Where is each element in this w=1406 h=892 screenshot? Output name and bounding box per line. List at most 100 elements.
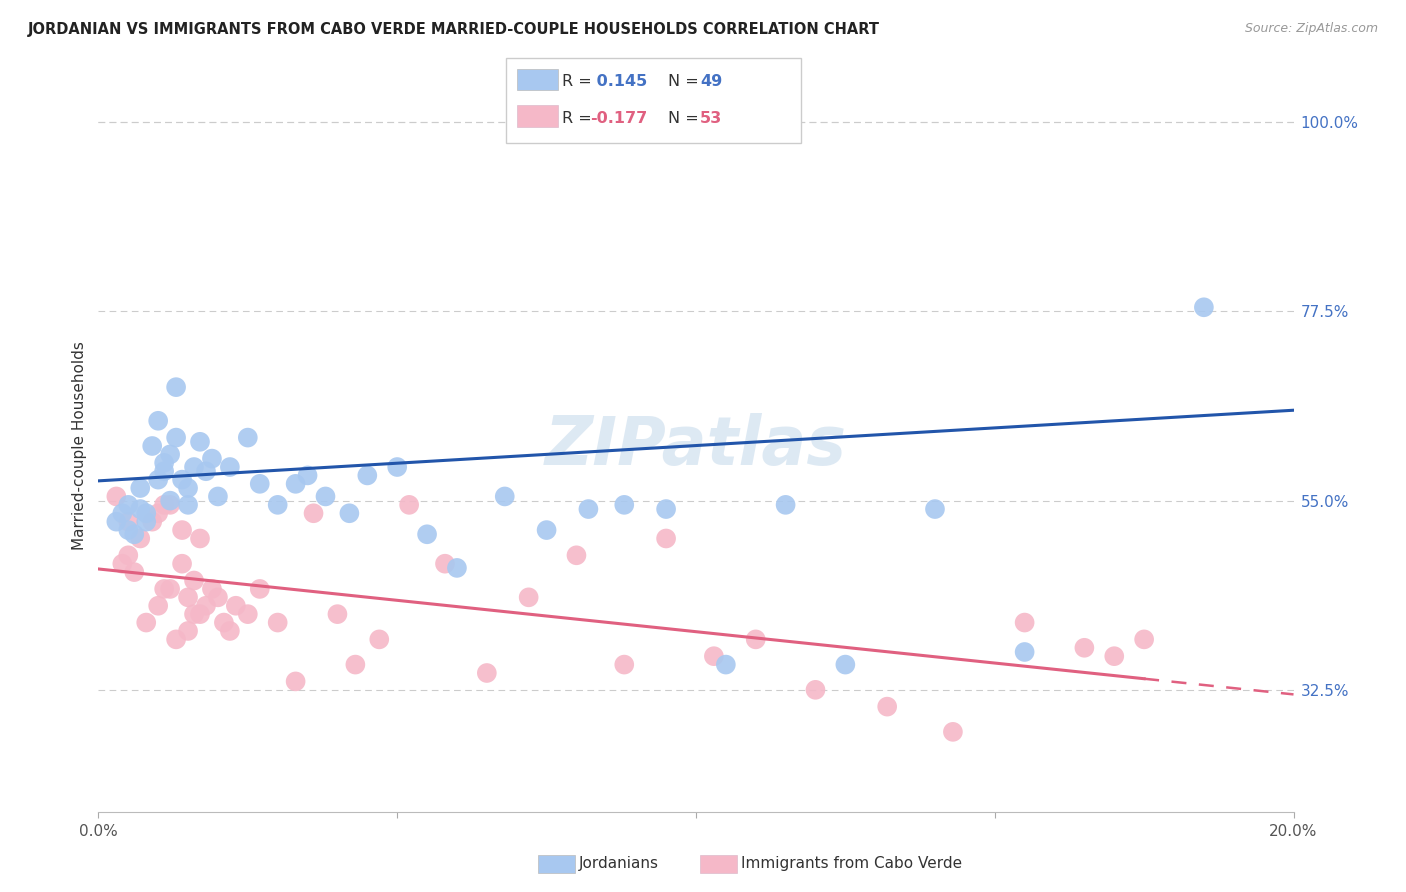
Point — [177, 498, 200, 512]
Point — [302, 506, 325, 520]
Point — [368, 632, 391, 647]
Point — [212, 615, 235, 630]
Text: N =: N = — [668, 74, 704, 89]
Point — [326, 607, 349, 622]
Point — [148, 506, 170, 520]
Point — [111, 506, 134, 520]
Point — [804, 682, 827, 697]
Point — [446, 561, 468, 575]
Point — [105, 490, 128, 504]
Text: -0.177: -0.177 — [591, 111, 648, 126]
Text: ZIPatlas: ZIPatlas — [546, 413, 846, 479]
Point — [703, 649, 725, 664]
Point — [153, 582, 176, 596]
Point — [117, 498, 139, 512]
Point — [188, 607, 211, 622]
Point — [105, 515, 128, 529]
Point — [284, 674, 307, 689]
Point — [172, 473, 194, 487]
Point — [344, 657, 367, 672]
Point — [159, 447, 181, 461]
Point — [385, 460, 409, 475]
Point — [1014, 645, 1036, 659]
Point — [1073, 640, 1095, 655]
Point — [236, 431, 259, 445]
Text: Jordanians: Jordanians — [579, 856, 659, 871]
Point — [183, 574, 205, 588]
Point — [117, 549, 139, 563]
Point — [745, 632, 768, 647]
Point — [1133, 632, 1156, 647]
Point — [876, 699, 898, 714]
Point — [148, 414, 170, 428]
Point — [124, 527, 146, 541]
Point — [201, 582, 224, 596]
Point — [153, 456, 176, 470]
Point — [1192, 300, 1215, 314]
Point — [159, 493, 181, 508]
Text: Immigrants from Cabo Verde: Immigrants from Cabo Verde — [741, 856, 962, 871]
Point — [267, 498, 290, 512]
Point — [655, 532, 678, 546]
Point — [613, 498, 636, 512]
Point — [183, 607, 205, 622]
Point — [578, 502, 600, 516]
Text: R =: R = — [562, 74, 598, 89]
Point — [183, 460, 205, 475]
Point — [129, 502, 152, 516]
Point — [159, 582, 181, 596]
Point — [165, 632, 187, 647]
Point — [284, 476, 307, 491]
Point — [207, 591, 229, 605]
Point — [141, 439, 163, 453]
Point — [188, 532, 211, 546]
Point — [124, 565, 146, 579]
Point — [148, 599, 170, 613]
Point — [135, 515, 157, 529]
Text: N =: N = — [668, 111, 704, 126]
Point — [297, 468, 319, 483]
Point — [219, 460, 242, 475]
Point — [315, 490, 337, 504]
Point — [834, 657, 856, 672]
Point — [201, 451, 224, 466]
Point — [159, 498, 181, 512]
Point — [924, 502, 946, 516]
Point — [117, 515, 139, 529]
Point — [494, 490, 516, 504]
Point — [613, 657, 636, 672]
Point — [135, 506, 157, 520]
Point — [339, 506, 360, 520]
Point — [517, 591, 540, 605]
Point — [249, 476, 271, 491]
Text: JORDANIAN VS IMMIGRANTS FROM CABO VERDE MARRIED-COUPLE HOUSEHOLDS CORRELATION CH: JORDANIAN VS IMMIGRANTS FROM CABO VERDE … — [28, 22, 880, 37]
Point — [655, 502, 678, 516]
Point — [177, 481, 200, 495]
Point — [434, 557, 457, 571]
Point — [141, 515, 163, 529]
Point — [475, 665, 498, 680]
Text: 49: 49 — [700, 74, 723, 89]
Text: Source: ZipAtlas.com: Source: ZipAtlas.com — [1244, 22, 1378, 36]
Point — [153, 498, 176, 512]
Point — [177, 624, 200, 638]
Point — [148, 473, 170, 487]
Point — [236, 607, 259, 622]
Point — [416, 527, 439, 541]
Point — [129, 481, 152, 495]
Point — [536, 523, 558, 537]
Point — [356, 468, 378, 483]
Point — [129, 532, 152, 546]
Point — [117, 523, 139, 537]
Point — [225, 599, 247, 613]
Point — [165, 380, 187, 394]
Point — [153, 464, 176, 478]
Point — [714, 657, 737, 672]
Point — [188, 434, 211, 449]
Point — [172, 523, 194, 537]
Point — [195, 464, 218, 478]
Point — [1014, 615, 1036, 630]
Point — [177, 591, 200, 605]
Point — [207, 490, 229, 504]
Point — [165, 431, 187, 445]
